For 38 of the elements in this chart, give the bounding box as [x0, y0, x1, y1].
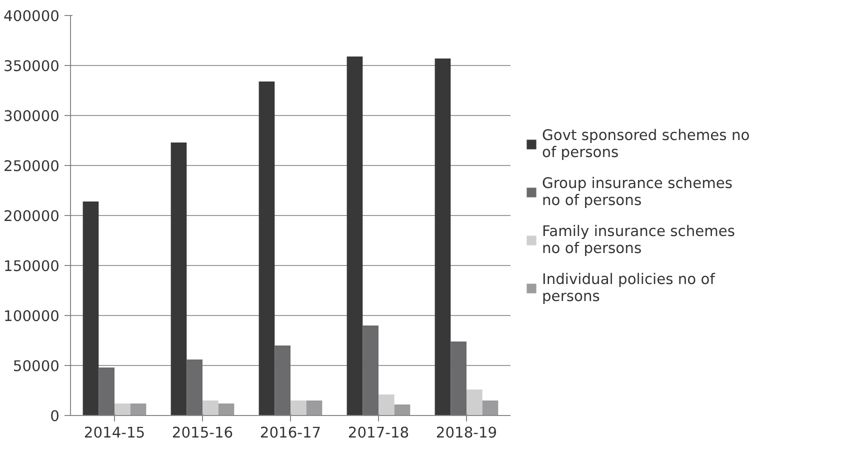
bar	[290, 400, 306, 416]
bar	[362, 326, 378, 416]
y-tick-label: 250000	[4, 158, 60, 175]
bar	[130, 404, 146, 416]
bar	[274, 346, 290, 416]
bar	[82, 202, 99, 416]
y-tick-label: 100000	[4, 308, 60, 325]
x-tick-label: 2018-19	[436, 424, 498, 442]
bar	[98, 368, 114, 416]
x-tick-label: 2017-18	[348, 424, 410, 442]
y-tick-label: 50000	[12, 358, 60, 375]
bar	[170, 142, 187, 416]
bar	[434, 58, 451, 416]
legend-label: Govt sponsored schemes no of persons	[542, 127, 750, 161]
x-tick-label: 2016-17	[260, 424, 322, 442]
legend-label: Group insurance schemes no of persons	[542, 175, 733, 209]
bar	[114, 404, 130, 416]
bar	[394, 404, 410, 416]
legend-label: Individual policies no of persons	[542, 271, 715, 305]
y-tick-label: 0	[50, 408, 60, 425]
legend-label: Family insurance schemes no of persons	[542, 223, 736, 257]
bar	[378, 394, 394, 416]
bar	[258, 82, 275, 416]
bar	[466, 390, 482, 416]
bar	[186, 360, 202, 416]
y-tick-label: 150000	[4, 258, 60, 275]
bar	[306, 400, 322, 416]
bar	[346, 56, 363, 416]
y-tick-label: 350000	[4, 58, 60, 75]
x-tick-label: 2014-15	[84, 424, 146, 442]
bar	[482, 400, 498, 416]
y-tick-label: 300000	[4, 108, 60, 125]
y-tick-label: 400000	[4, 8, 60, 25]
y-tick-label: 200000	[4, 208, 60, 225]
x-tick-label: 2015-16	[172, 424, 234, 442]
bar	[202, 400, 218, 416]
bar	[450, 342, 466, 416]
bar	[218, 404, 234, 416]
